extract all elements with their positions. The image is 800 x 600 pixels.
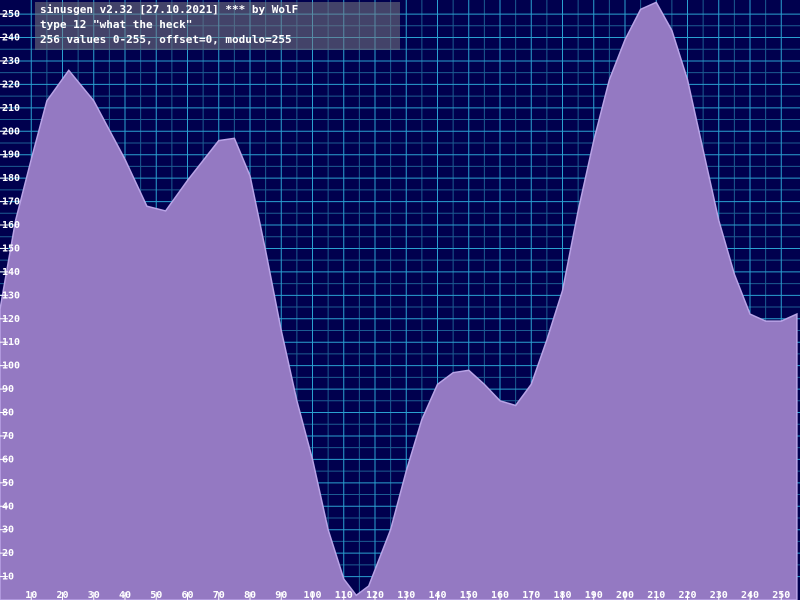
- y-tick-label: 80: [2, 408, 14, 419]
- y-tick-label: 20: [2, 548, 14, 559]
- y-tick-label: 170: [2, 197, 20, 208]
- y-tick-label: 250: [2, 9, 20, 20]
- y-tick-label: 220: [2, 79, 20, 90]
- y-tick-label: 210: [2, 103, 20, 114]
- x-tick-label: 180: [553, 590, 571, 600]
- x-tick-label: 250: [772, 590, 790, 600]
- x-tick-label: 230: [710, 590, 728, 600]
- x-tick-label: 70: [213, 590, 225, 600]
- x-tick-label: 60: [181, 590, 193, 600]
- y-tick-label: 110: [2, 337, 20, 348]
- y-tick-label: 130: [2, 290, 20, 301]
- x-tick-label: 220: [678, 590, 696, 600]
- x-tick-label: 140: [428, 590, 446, 600]
- y-tick-label: 10: [2, 572, 14, 583]
- y-tick-label: 230: [2, 56, 20, 67]
- y-tick-label: 40: [2, 501, 14, 512]
- subtitle: type 12 "what the heck": [40, 18, 192, 31]
- axes: 10 20 30 40 50 60 70 80 90 100 110 120 130 140 150 160 1…: [0, 9, 790, 600]
- x-tick-label: 210: [647, 590, 665, 600]
- x-tick-label: 10: [25, 590, 37, 600]
- x-tick-label: 240: [741, 590, 759, 600]
- x-tick-label: 150: [460, 590, 478, 600]
- y-tick-label: 90: [2, 384, 14, 395]
- x-tick-label: 120: [366, 590, 384, 600]
- x-tick-label: 200: [616, 590, 634, 600]
- y-tick-label: 150: [2, 243, 20, 254]
- x-tick-label: 80: [244, 590, 256, 600]
- x-tick-label: 90: [275, 590, 287, 600]
- info-box: [35, 2, 400, 50]
- x-tick-label: 190: [585, 590, 603, 600]
- x-tick-label: 100: [303, 590, 321, 600]
- x-tick-label: 30: [88, 590, 100, 600]
- x-tick-label: 50: [150, 590, 162, 600]
- y-tick-label: 100: [2, 361, 20, 372]
- y-tick-label: 50: [2, 478, 14, 489]
- title: sinusgen v2.32 [27.10.2021] *** by WolF: [40, 3, 298, 16]
- y-tick-label: 180: [2, 173, 20, 184]
- y-tick-label: 160: [2, 220, 20, 231]
- y-tick-label: 190: [2, 150, 20, 161]
- y-tick-label: 240: [2, 33, 20, 44]
- y-tick-label: 70: [2, 431, 14, 442]
- x-tick-label: 170: [522, 590, 540, 600]
- x-tick-label: 110: [335, 590, 353, 600]
- y-tick-label: 30: [2, 525, 14, 536]
- annotation: 256 values 0-255, offset=0, modulo=255: [40, 33, 292, 46]
- y-tick-label: 120: [2, 314, 20, 325]
- x-tick-label: 130: [397, 590, 415, 600]
- x-tick-label: 40: [119, 590, 131, 600]
- x-tick-label: 20: [56, 590, 68, 600]
- y-tick-label: 200: [2, 126, 20, 137]
- y-tick-label: 140: [2, 267, 20, 278]
- y-tick-label: 60: [2, 454, 14, 465]
- x-tick-label: 160: [491, 590, 509, 600]
